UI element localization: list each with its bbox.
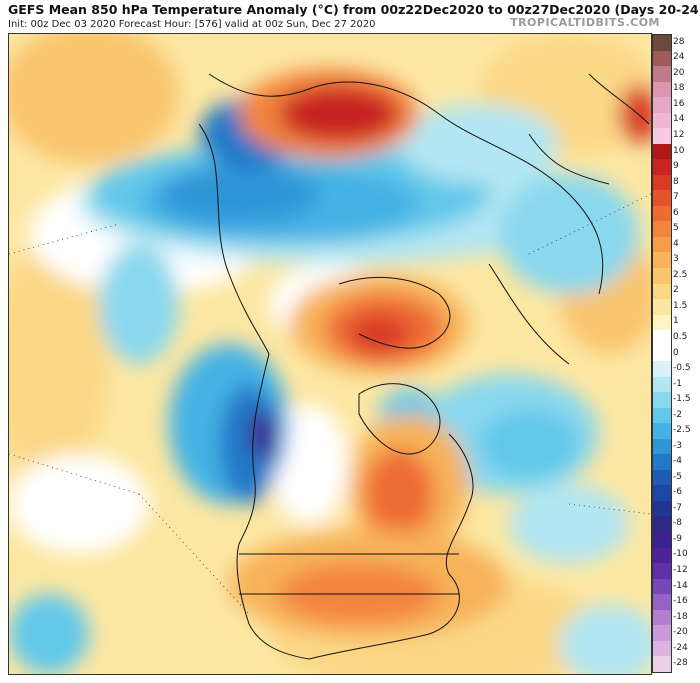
anomaly-blobs [9,34,651,674]
colorbar-tick: -0.5 [673,363,691,374]
colorbar-tick: 2.5 [673,269,688,280]
colorbar-tick: -4 [673,456,682,467]
colorbar-tick: 28 [673,36,685,47]
colorbar-swatch [653,640,671,657]
colorbar-swatch [653,625,671,641]
colorbar-swatch [653,159,671,175]
colorbar-tick: -3 [673,440,682,451]
colorbar-tick: 10 [673,145,685,156]
colorbar-tick: -2 [673,409,682,420]
colorbar-tick: 16 [673,98,685,109]
colorbar-swatch [653,314,671,331]
colorbar-tick: -6 [673,487,682,498]
colorbar-swatch [653,423,671,439]
colorbar-tick: -2.5 [673,425,691,436]
colorbar-swatch [653,283,671,300]
colorbar-swatch [653,594,671,610]
colorbar-swatch [653,609,671,626]
colorbar-swatch [653,392,671,408]
colorbar-swatch [653,345,671,362]
colorbar-swatch [653,563,671,579]
colorbar-tick: 0.5 [673,331,688,342]
colorbar-tick: 2 [673,285,679,296]
colorbar-tick: 14 [673,114,685,125]
anomaly-field [9,34,651,674]
colorbar-tick: -18 [673,611,688,622]
colorbar-swatch [653,469,671,486]
coastlines [198,73,650,660]
colorbar-swatch [653,516,671,532]
colorbar-swatch [653,361,671,377]
colorbar-swatch [653,407,671,424]
colorbar-tick: -10 [673,549,688,560]
colorbar-swatch [653,205,671,222]
map-title: GEFS Mean 850 hPa Temperature Anomaly (°… [8,2,700,17]
colorbar-swatch [653,547,671,564]
colorbar-swatch [653,299,671,315]
colorbar-swatch [653,66,671,82]
colorbar-tick: 4 [673,238,679,249]
colorbar-swatch [653,128,671,144]
colorbar-swatch [653,190,671,206]
colorbar-tick: 8 [673,176,679,187]
colorbar-tick: -28 [673,658,688,669]
colorbar-tick: 12 [673,129,685,140]
colorbar-swatch [653,656,671,672]
colorbar-swatch [653,112,671,129]
colorbar-tick: -16 [673,596,688,607]
colorbar-swatch [653,454,671,470]
colorbar-swatch [653,532,671,548]
colorbar-swatch [653,97,671,113]
colorbar-tick: 20 [673,67,685,78]
temperature-anomaly-map [8,33,652,675]
colorbar-swatch [653,236,671,253]
colorbar-tick: -20 [673,627,688,638]
colorbar-swatch [653,50,671,67]
colorbar-tick: 3 [673,254,679,265]
colorbar-legend [652,34,672,673]
colorbar-tick-labels: 28 24 20 18 16 14 12 10 9 8 7 6 5 4 3 2.5 2 1.5 1 0.5 0 -0.5 -… [673,34,700,671]
colorbar-swatch [653,578,671,595]
colorbar-tick: -8 [673,518,682,529]
colorbar-tick: 9 [673,161,679,172]
colorbar-swatch [653,35,671,51]
colorbar-swatch [653,174,671,191]
colorbar-swatch [653,81,671,98]
colorbar-tick: 5 [673,223,679,234]
graticule [9,193,651,615]
colorbar-tick: 6 [673,207,679,218]
colorbar-tick: 0 [673,347,679,358]
colorbar-tick: -5 [673,471,682,482]
colorbar-swatch [653,221,671,237]
map-subtitle: Init: 00z Dec 03 2020 Forecast Hour: [57… [8,19,376,30]
colorbar-swatch [653,143,671,160]
colorbar-tick: -14 [673,580,688,591]
colorbar-tick: -7 [673,502,682,513]
colorbar-swatch [653,252,671,268]
colorbar-tick: 1.5 [673,300,688,311]
colorbar-swatch [653,376,671,393]
colorbar-swatch [653,485,671,501]
colorbar-tick: 1 [673,316,679,327]
colorbar-tick: 24 [673,52,685,63]
colorbar-tick: -1 [673,378,682,389]
colorbar-tick: -9 [673,533,682,544]
colorbar-swatch [653,330,671,346]
colorbar-swatch [653,438,671,455]
colorbar-swatch [653,500,671,517]
brand-watermark: TROPICALTIDBITS.COM [510,16,660,29]
colorbar-tick: 7 [673,192,679,203]
colorbar-tick: -24 [673,642,688,653]
colorbar-swatch [653,267,671,284]
colorbar-tick: -1.5 [673,394,691,405]
colorbar-tick: 18 [673,83,685,94]
colorbar-tick: -12 [673,565,688,575]
